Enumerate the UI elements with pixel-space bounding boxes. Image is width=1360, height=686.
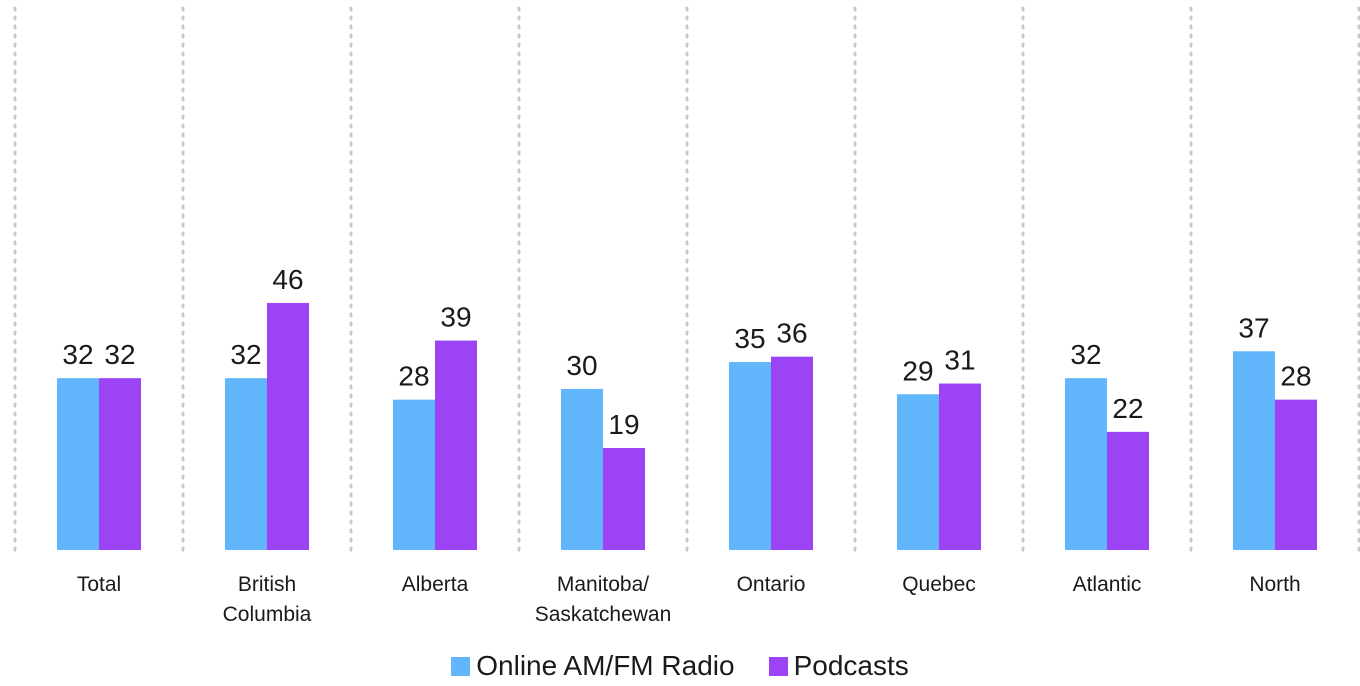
value-label: 32 xyxy=(62,339,93,370)
bar-podcasts xyxy=(99,378,141,550)
value-label: 46 xyxy=(272,264,303,295)
bar-podcasts xyxy=(435,340,477,550)
category-label: British xyxy=(238,573,296,596)
category-label: Alberta xyxy=(402,573,469,596)
value-label: 39 xyxy=(440,302,471,333)
value-label: 31 xyxy=(944,345,975,376)
value-label: 32 xyxy=(1070,339,1101,370)
bar-online-radio xyxy=(57,378,99,550)
bar-podcasts xyxy=(603,447,645,550)
legend-swatch-online-radio xyxy=(451,656,471,676)
category-label: Manitoba/ xyxy=(557,573,649,596)
category-label: Saskatchewan xyxy=(535,603,672,626)
bar-online-radio xyxy=(561,388,603,550)
value-label: 32 xyxy=(230,339,261,370)
bar-online-radio xyxy=(393,399,435,550)
value-label: 19 xyxy=(608,409,639,440)
legend-label-podcasts: Podcasts xyxy=(793,650,909,681)
legend: Online AM/FM Radio Podcasts xyxy=(0,650,1360,682)
category-label: North xyxy=(1249,573,1300,596)
bar-online-radio xyxy=(897,394,939,550)
value-label: 35 xyxy=(734,323,765,354)
value-label: 28 xyxy=(398,361,429,392)
bar-online-radio xyxy=(1233,351,1275,550)
value-label: 22 xyxy=(1112,393,1143,424)
value-label: 29 xyxy=(902,355,933,386)
bar-podcasts xyxy=(1107,431,1149,550)
bar-online-radio xyxy=(729,362,771,550)
legend-label-online-radio: Online AM/FM Radio xyxy=(476,650,735,681)
legend-item-online-radio: Online AM/FM Radio xyxy=(451,650,735,682)
bar-podcasts xyxy=(939,383,981,550)
bar-online-radio xyxy=(225,378,267,550)
category-label: Total xyxy=(77,573,121,596)
bar-online-radio xyxy=(1065,378,1107,550)
bar-podcasts xyxy=(267,302,309,550)
category-label: Ontario xyxy=(737,573,806,596)
legend-swatch-podcasts xyxy=(768,656,788,676)
value-label: 28 xyxy=(1280,361,1311,392)
bar-chart: 32 32 Total 32 46 British Columbia 28 39 Alberta 3… xyxy=(13,6,1360,626)
category-label: Columbia xyxy=(223,603,312,626)
value-label: 32 xyxy=(104,339,135,370)
legend-item-podcasts: Podcasts xyxy=(768,650,909,682)
bar-podcasts xyxy=(1275,399,1317,550)
value-label: 30 xyxy=(566,350,597,381)
category-label: Quebec xyxy=(902,573,976,596)
bar-podcasts xyxy=(771,356,813,550)
value-label: 36 xyxy=(776,318,807,349)
value-label: 37 xyxy=(1238,312,1269,343)
category-label: Atlantic xyxy=(1073,573,1142,596)
